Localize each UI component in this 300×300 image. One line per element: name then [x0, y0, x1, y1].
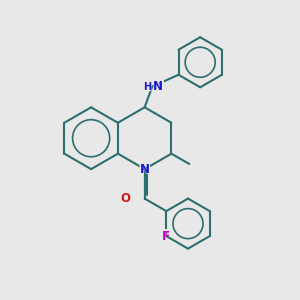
Text: F: F	[162, 230, 170, 243]
Text: F: F	[161, 229, 172, 244]
Text: N: N	[152, 79, 165, 94]
Text: H: H	[141, 80, 153, 94]
Text: O: O	[119, 191, 132, 206]
Text: H: H	[143, 82, 151, 92]
Text: N: N	[138, 162, 152, 177]
Text: O: O	[121, 192, 130, 205]
Text: N: N	[153, 80, 163, 93]
Text: N: N	[140, 163, 150, 176]
